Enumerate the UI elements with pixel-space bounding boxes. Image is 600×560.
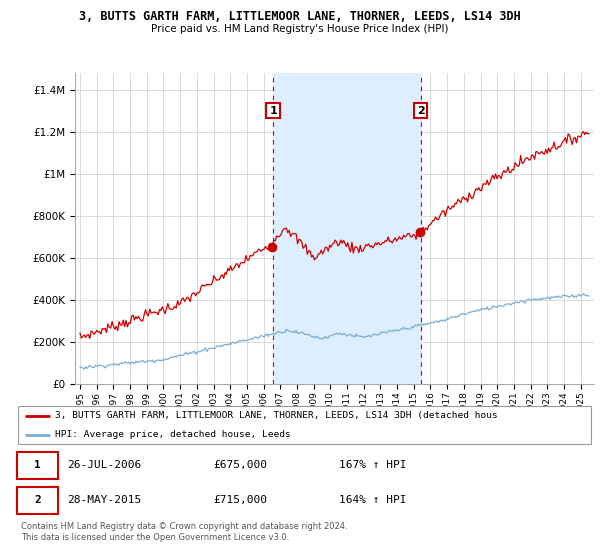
Text: 164% ↑ HPI: 164% ↑ HPI (339, 495, 406, 505)
FancyBboxPatch shape (17, 487, 58, 514)
Text: 3, BUTTS GARTH FARM, LITTLEMOOR LANE, THORNER, LEEDS, LS14 3DH: 3, BUTTS GARTH FARM, LITTLEMOOR LANE, TH… (79, 10, 521, 23)
Text: £675,000: £675,000 (213, 460, 267, 470)
Text: This data is licensed under the Open Government Licence v3.0.: This data is licensed under the Open Gov… (21, 533, 289, 542)
Text: £715,000: £715,000 (213, 495, 267, 505)
FancyBboxPatch shape (17, 451, 58, 479)
Bar (273, 73, 421, 384)
Text: 3, BUTTS GARTH FARM, LITTLEMOOR LANE, THORNER, LEEDS, LS14 3DH (detached hous: 3, BUTTS GARTH FARM, LITTLEMOOR LANE, TH… (55, 412, 498, 421)
Text: 26-JUL-2006: 26-JUL-2006 (67, 460, 141, 470)
Text: 2: 2 (417, 106, 424, 115)
Text: HPI: Average price, detached house, Leeds: HPI: Average price, detached house, Leed… (55, 431, 291, 440)
Text: Contains HM Land Registry data © Crown copyright and database right 2024.: Contains HM Land Registry data © Crown c… (21, 522, 347, 531)
Text: 1: 1 (34, 460, 41, 470)
Text: 28-MAY-2015: 28-MAY-2015 (67, 495, 141, 505)
Text: 1: 1 (269, 106, 277, 115)
Text: 2: 2 (34, 495, 41, 505)
Text: 167% ↑ HPI: 167% ↑ HPI (339, 460, 406, 470)
Text: Price paid vs. HM Land Registry's House Price Index (HPI): Price paid vs. HM Land Registry's House … (151, 24, 449, 34)
